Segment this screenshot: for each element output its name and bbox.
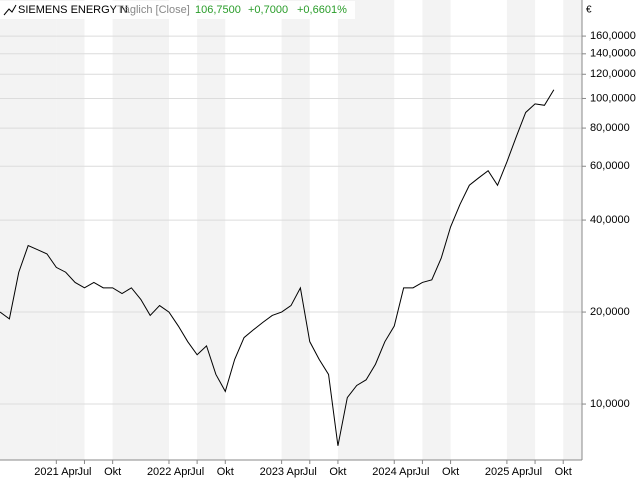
band: [197, 0, 226, 460]
y-tick-label: 60,0000: [590, 160, 630, 172]
x-tick-label: 2023 Apr: [260, 466, 304, 478]
band: [0, 0, 57, 460]
x-tick-label: Jul: [77, 466, 91, 478]
y-tick-label: 140,0000: [590, 48, 636, 60]
x-tick-label: Jul: [415, 466, 429, 478]
x-tick-label: 2022 Apr: [147, 466, 191, 478]
chart-subtitle: Täglich [Close]: [117, 4, 190, 16]
chart-icon: [3, 4, 17, 16]
x-tick-label: Okt: [329, 466, 346, 478]
y-tick-label: 120,0000: [590, 68, 636, 80]
last-price: 106,7500: [195, 4, 241, 16]
y-tick-label: 100,0000: [590, 92, 636, 104]
plot-area: [0, 0, 582, 460]
x-tick-label: 2024 Apr: [372, 466, 416, 478]
x-tick-label: 2021 Apr: [34, 466, 78, 478]
y-tick-label: 160,0000: [590, 30, 636, 42]
change: +0,7000: [248, 4, 288, 16]
x-tick-label: Jul: [190, 466, 204, 478]
change-percent: +0,6601%: [297, 4, 347, 16]
y-tick-label: 10,0000: [590, 398, 630, 410]
x-tick-label: Jul: [303, 466, 317, 478]
band: [112, 0, 169, 460]
x-tick-label: Okt: [217, 466, 234, 478]
band: [506, 0, 536, 460]
chart-title: SIEMENS ENERGY N: [18, 4, 128, 16]
x-tick-label: 2025 Apr: [485, 466, 529, 478]
price-line: [0, 89, 555, 446]
x-tick-label: Okt: [555, 466, 572, 478]
y-tick-label: 40,0000: [590, 214, 630, 226]
band: [422, 0, 451, 460]
currency: €: [586, 5, 592, 16]
x-tick-label: Jul: [528, 466, 542, 478]
band: [563, 0, 582, 460]
band: [281, 0, 310, 460]
y-tick-label: 20,0000: [590, 306, 630, 318]
header-box: [0, 1, 355, 19]
band: [56, 0, 85, 460]
x-tick-label: Okt: [104, 466, 121, 478]
x-tick-label: Okt: [442, 466, 459, 478]
y-tick-label: 80,0000: [590, 122, 630, 134]
band: [337, 0, 395, 460]
